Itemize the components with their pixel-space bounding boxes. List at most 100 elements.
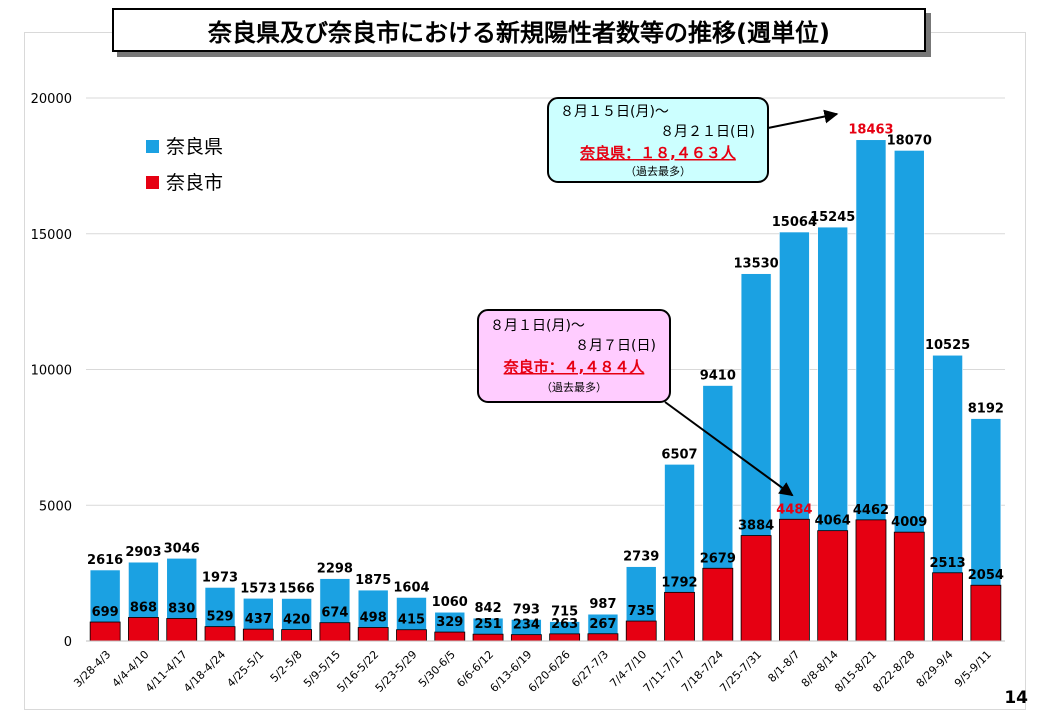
x-tick-label: 7/25-7/31 [717,648,764,695]
bar-city [970,584,1002,642]
y-tick-label: 10000 [31,364,72,379]
data-label-prefecture: 987 [589,597,616,612]
data-label-prefecture: 8192 [968,402,1004,417]
data-label-city: 2513 [929,556,965,571]
data-label-prefecture: 2298 [317,562,353,577]
bar-city [549,633,581,642]
data-label-prefecture: 10525 [925,338,970,353]
legend-swatch-city [146,176,159,189]
x-tick-label: 3/28-4/3 [71,648,113,690]
bar-city [625,620,657,642]
data-label-city: 329 [436,615,463,630]
data-label-city: 234 [513,618,540,633]
data-label-city: 267 [589,617,616,632]
callout-city-line1: ８月１日(月)～ [490,318,585,334]
data-label-city: 420 [283,613,310,628]
data-label-city: 2054 [968,568,1004,583]
callout-prefecture-line2: ８月２１日(日) [660,124,755,140]
callout-city-arrow [664,401,794,497]
bar-city [204,626,236,642]
legend-swatch-prefecture [146,140,159,153]
data-label-prefecture: 1060 [432,595,468,610]
data-label-prefecture: 13530 [733,257,778,272]
callout-prefecture-line3: 奈良県：１８,４６３人 [579,144,737,162]
bar-city [89,621,121,642]
data-label-city: 830 [168,601,195,616]
bar-city [855,519,887,642]
callout-city-line4: （過去最多） [541,380,607,394]
bar-city [434,631,466,642]
data-label-prefecture: 18070 [887,133,932,148]
data-label-city: 4484 [776,502,812,517]
bar-city [664,591,695,642]
bar-city [396,629,427,642]
data-label-prefecture: 842 [474,601,501,616]
data-label-city: 437 [245,612,272,627]
bar-city [778,518,810,642]
data-label-city: 1792 [661,575,697,590]
data-label-city: 3884 [738,519,774,534]
x-tick-label: 6/27-7/3 [569,648,611,690]
x-tick-label: 6/20-6/26 [526,648,573,695]
data-label-city: 2679 [700,551,736,566]
bar-city [587,633,619,642]
data-label-prefecture: 1566 [279,581,315,596]
bar-city [281,629,313,642]
bar-city [166,618,198,642]
page-number: 14 [1004,688,1028,708]
data-label-city: 263 [551,617,578,632]
callout-prefecture-line4: （過去最多） [625,164,691,178]
callout-prefecture-arrow [767,109,839,129]
data-label-city: 251 [474,617,501,632]
legend-label-city: 奈良市 [166,172,223,194]
data-label-city: 4064 [815,514,851,529]
data-label-city: 498 [360,610,387,625]
bar-city [740,535,772,642]
x-tick-label: 8/22-8/28 [870,648,917,695]
data-label-prefecture: 9410 [700,369,736,384]
callout-city-line2: ８月７日(日) [575,338,656,354]
data-label-prefecture: 15245 [810,210,855,225]
bar-city [319,622,351,642]
data-label-prefecture: 2739 [623,550,659,565]
callout-city-box [477,309,671,403]
x-tick-label: 4/18-4/24 [181,648,228,695]
data-label-prefecture: 715 [551,605,578,620]
bar-city [128,617,159,642]
bar-city [817,530,849,642]
callout-prefecture-box [547,97,769,183]
y-tick-label: 20000 [31,92,72,107]
data-label-prefecture: 1875 [355,573,391,588]
data-label-prefecture: 793 [513,602,540,617]
bar-city [893,531,925,642]
x-tick-label: 5/2-5/8 [268,648,305,685]
data-label-prefecture: 3046 [164,541,200,556]
data-label-prefecture: 2903 [125,545,161,560]
bar-city [510,634,542,642]
data-label-city: 4009 [891,515,927,530]
x-tick-label: 5/30-6/5 [416,648,458,690]
data-label-city: 674 [321,606,348,621]
bar-city [702,567,734,642]
legend-label-prefecture: 奈良県 [166,136,223,158]
slide-title: 奈良県及び奈良市における新規陽性者数等の推移(週単位) [112,8,926,52]
data-label-city: 4462 [853,503,889,518]
bar-city [357,627,389,642]
callout-city-line3: 奈良市：４,４８４人 [503,358,646,376]
data-label-city: 699 [92,605,119,620]
bar-city [472,633,504,642]
data-label-city: 529 [206,610,233,625]
data-label-city: 868 [130,600,157,615]
x-tick-label: 8/29-9/4 [914,648,956,690]
data-label-city: 735 [628,604,655,619]
x-tick-label: 8/1-8/7 [765,648,802,685]
y-tick-label: 15000 [31,228,72,243]
data-label-prefecture: 15064 [772,215,817,230]
bar-city [242,628,274,642]
data-label-city: 415 [398,613,425,628]
data-label-prefecture: 2616 [87,553,123,568]
bar-city [932,572,963,642]
data-label-prefecture: 1973 [202,570,238,585]
data-label-prefecture: 1604 [393,580,429,595]
